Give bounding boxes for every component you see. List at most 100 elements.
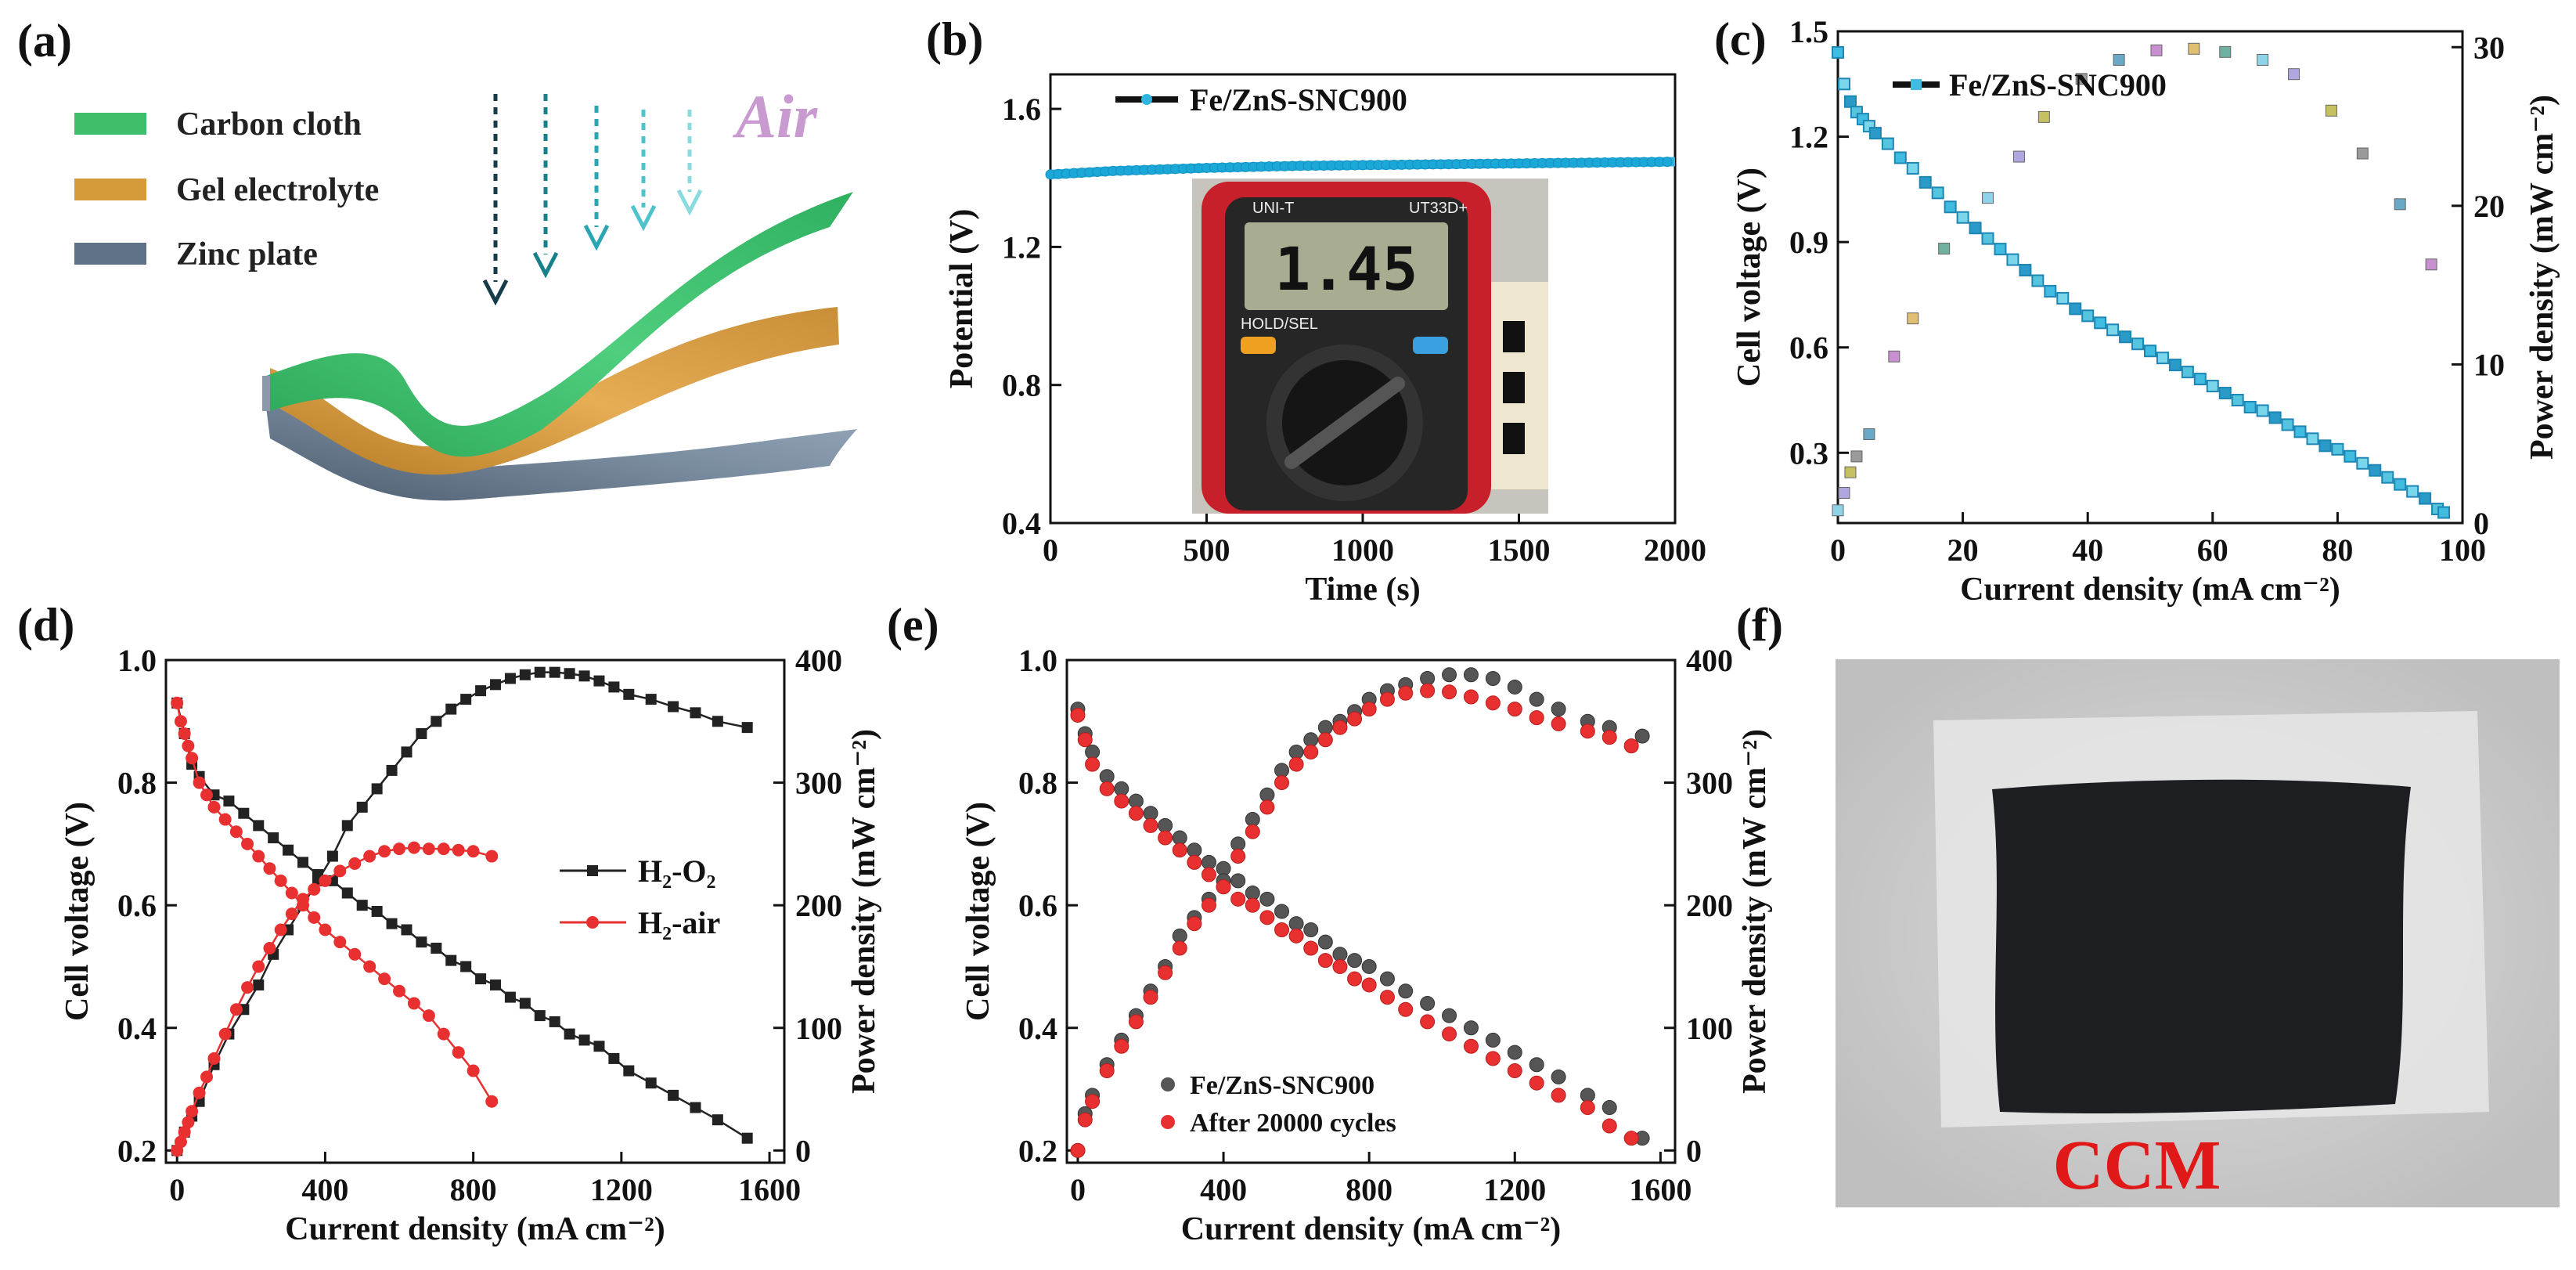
y-tick-label: 1.2 [1789,120,1828,155]
y-tick-label: 0.2 [1018,1133,1057,1168]
point-power-h2o2 [341,820,353,832]
point-voltage-h2o2 [534,1010,546,1022]
point-power-h2air [422,842,435,856]
voltage-point [1906,161,1919,175]
voltage-point [2069,302,2082,316]
point-voltage-series-1 [1317,953,1333,969]
point-power-h2o2 [253,979,265,990]
point-power-h2o2 [623,688,635,700]
point-power-h2air [182,1116,195,1129]
point-voltage-series-0 [1463,1020,1479,1036]
point-power-h2air [229,1003,243,1016]
point-power-h2o2 [416,727,427,739]
series-line-power-1 [176,846,492,1151]
y-tick-label: 0.8 [117,766,157,801]
point-voltage-series-1 [1442,1026,1457,1042]
point-power-series-1 [1551,716,1566,731]
point-power-h2o2 [690,707,701,719]
voltage-point [1843,95,1857,108]
point-power-series-1 [1442,684,1457,700]
gel-electrolyte-layer [270,307,839,475]
legend-text-fe-zns: Fe/ZnS-SNC900 [1190,1071,1374,1100]
point-voltage-h2o2 [645,1077,657,1089]
point-voltage-series-1 [1187,854,1202,870]
point-power-series-1 [1274,775,1290,791]
x-tick-label: 80 [2322,532,2353,568]
point-power-h2o2 [386,764,398,776]
point-power-h2o2 [460,694,472,705]
y-tick-label: 0.4 [1018,1011,1057,1046]
carbon-cloth-layer [266,192,853,457]
x-axis-label: Time (s) [1305,572,1420,608]
point-voltage-h2o2 [623,1065,635,1077]
point-power-series-0 [1634,728,1650,744]
power-point [2037,110,2050,123]
panel-e: (e) 0 400 800 1200 1600 0.2 0.4 0.6 0.8 1.0 0 100 20… [887,599,1773,1247]
point-voltage-h2air [193,776,206,789]
point-voltage-series-1 [1379,990,1395,1005]
voltage-point [1918,175,1932,189]
multimeter-photo: UNI-T UT33D+ 1.45 HOLD/SEL [1192,179,1548,514]
point-power-h2o2 [593,675,605,687]
panel-b: (b) 0 500 1000 1500 2000 0.4 0.8 1.2 1.6 Time (s)… [926,13,1706,608]
point-power-h2air [193,1086,206,1099]
legend-text-c: Fe/ZnS-SNC900 [1949,67,2167,103]
point-voltage-series-0 [1317,934,1333,950]
y2-tick-label: 200 [795,888,842,923]
point-voltage-h2o2 [356,900,368,911]
voltage-point [2306,432,2319,446]
point-power-h2air [252,960,265,973]
voltage-point [2268,411,2282,424]
voltage-point [2006,253,2019,266]
point-voltage-series-1 [1077,732,1093,748]
point-voltage-series-0 [1398,983,1414,999]
voltage-point [1956,211,1969,224]
y-tick-label: 0.8 [1018,766,1057,801]
x-tick-label: 20 [1947,532,1979,568]
gel-electrolyte-swatch [74,179,146,200]
power-point [1888,350,1900,363]
air-label: Air [732,82,818,150]
air-arrows [493,94,692,282]
y2-axis-label: Power density (mW cm⁻²) [1737,729,1773,1094]
y2-tick-label: 400 [1686,643,1733,678]
power-point [2325,104,2337,117]
point-power-h2air [437,842,450,856]
point-power-series-1 [1128,1014,1144,1030]
point-voltage-h2air [207,800,221,814]
point-voltage-series-0 [1303,922,1319,937]
point-power-series-1 [1379,691,1395,707]
point-voltage-series-1 [1623,1131,1639,1146]
point-voltage-h2o2 [504,991,516,1003]
point-voltage-series-1 [1580,1100,1595,1116]
power-point [2219,45,2232,58]
power-point [2150,44,2163,56]
lcd-screen [1245,222,1448,310]
y-tick-label: 1.6 [1002,92,1041,127]
voltage-point [2381,471,2394,484]
point-voltage-h2air [378,972,391,986]
voltage-point [1881,137,1894,150]
point-power-h2o2 [668,701,679,713]
point-voltage-h2air [186,752,199,765]
chart-d: 0 400 800 1200 1600 0.2 0.4 0.6 0.8 1.0 0 100 200 300… [59,643,882,1247]
point-voltage-h2o2 [608,1052,620,1064]
voltage-point [2206,380,2219,393]
point-power-series-1 [1201,897,1216,913]
legend-text-h2o2: H₂-O₂ [638,853,716,889]
x-tick-label: 400 [301,1172,348,1207]
point-voltage-h2air [333,936,347,949]
voltage-point [1837,78,1850,91]
point-power-series-1 [1317,732,1333,748]
legend-marker-fe-zns [1161,1077,1175,1091]
power-point [2012,150,2025,163]
point-voltage-series-1 [1485,1051,1501,1066]
voltage-point [2356,456,2369,470]
point-power-series-1 [1303,744,1319,759]
x-tick-label: 2000 [1644,532,1706,568]
point-power-series-0 [1529,691,1544,707]
point-voltage-series-1 [1347,971,1363,987]
point-power-h2air [333,864,347,878]
point-power-series-1 [1288,756,1304,772]
point-power-series-1 [1463,689,1479,705]
